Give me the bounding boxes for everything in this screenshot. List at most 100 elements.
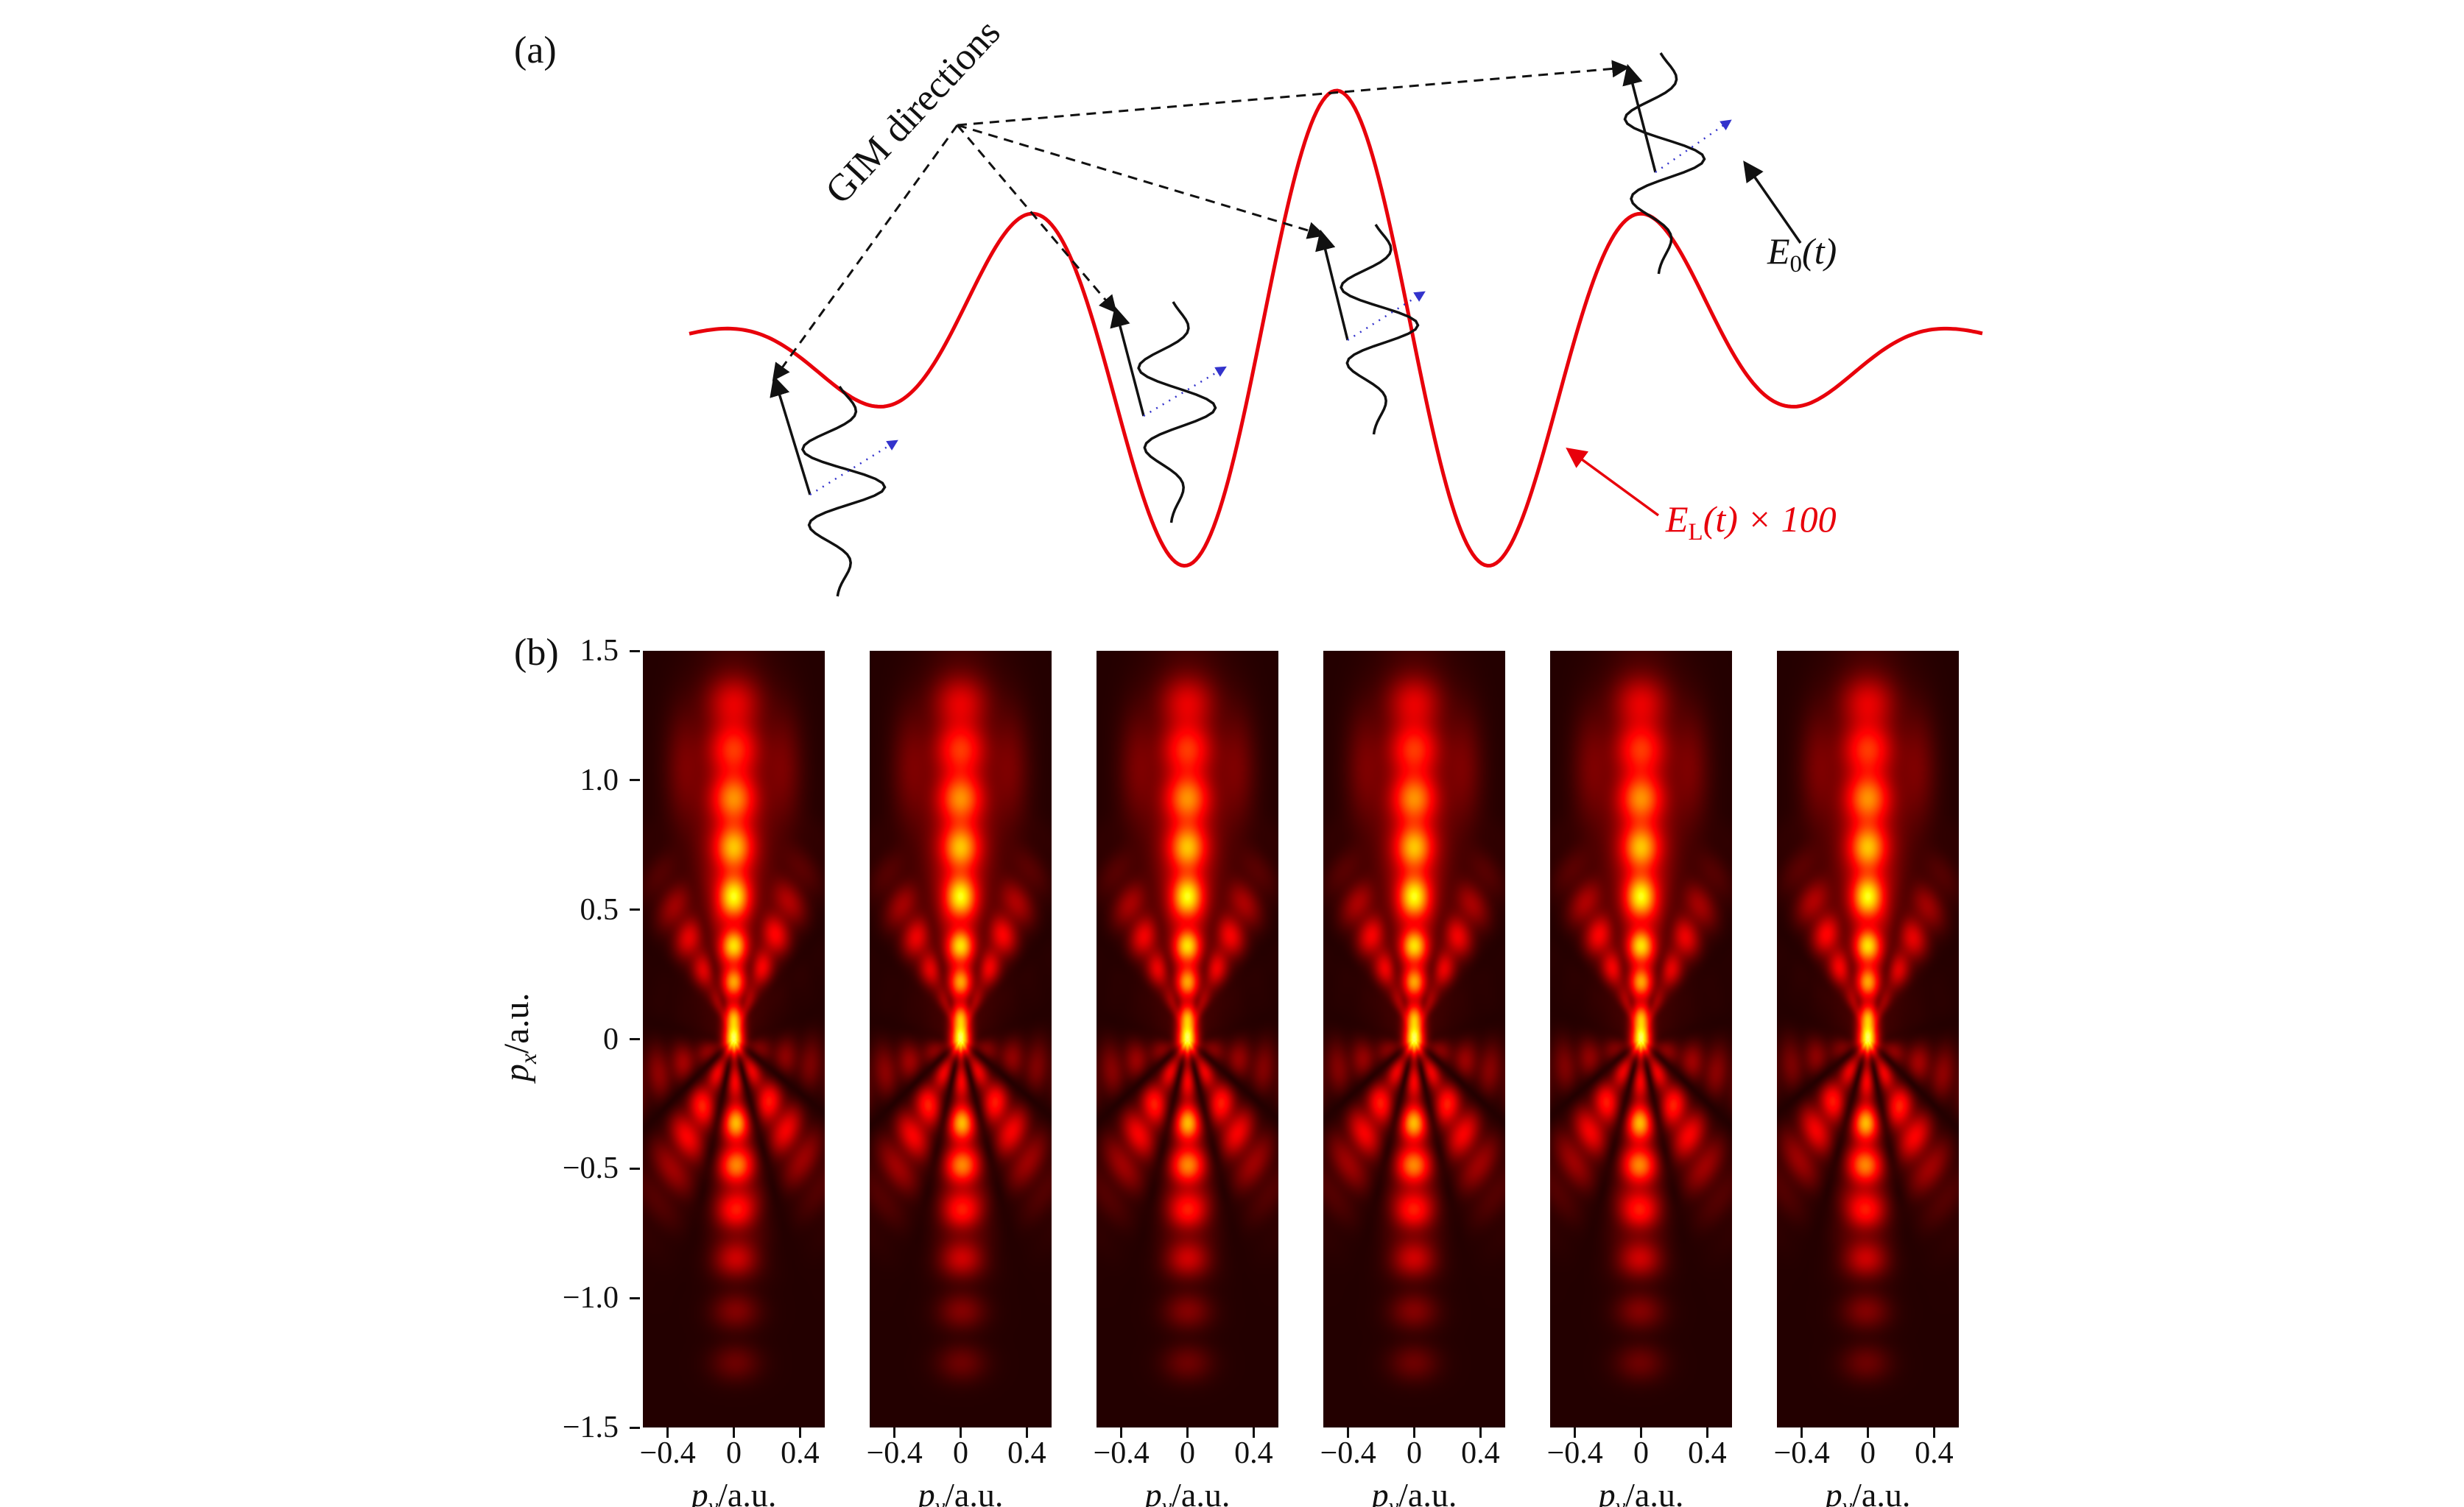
x-axis-label-symbol: p	[1144, 1476, 1162, 1507]
x-tick-mark	[1640, 1427, 1642, 1438]
polarization-dotted-line	[1143, 366, 1227, 417]
gim-pointer-arrow	[957, 60, 1630, 127]
gim-pointer-arrow	[956, 124, 1117, 314]
x-axis-label-symbol: p	[691, 1476, 708, 1507]
x-tick-label: 0	[953, 1436, 968, 1470]
y-tick-mark	[630, 1426, 640, 1429]
x-tick-mark	[1801, 1427, 1803, 1438]
x-axis-label-units: /a.u.	[718, 1476, 777, 1507]
x-tick-label: 0	[1180, 1436, 1195, 1470]
e0-label-symbol: E	[1767, 230, 1790, 272]
x-tick-mark	[1252, 1427, 1255, 1438]
x-tick-mark	[1574, 1427, 1577, 1438]
momentum-distribution-panel: −0.4 0 0.4 py/a.u.	[1547, 651, 1732, 1507]
y-axis-label-symbol: p	[497, 1064, 537, 1082]
x-axis-label: py/a.u.	[1097, 1475, 1278, 1507]
x-axis-label-subscript: y	[1388, 1494, 1399, 1507]
momentum-heatmap-canvas	[1323, 651, 1505, 1427]
x-axis-label-units: /a.u.	[1398, 1476, 1457, 1507]
x-tick-label: 0.4	[1007, 1436, 1046, 1470]
e0-wavepacket	[1340, 224, 1420, 435]
el-label-argument: (t) × 100	[1703, 498, 1837, 540]
e0-wavepacket	[1623, 52, 1706, 275]
x-axis-label-units: /a.u.	[945, 1476, 1004, 1507]
y-tick-mark	[630, 649, 640, 652]
x-tick-label: 0.4	[781, 1436, 820, 1470]
x-tick-mark	[666, 1427, 669, 1438]
polarization-dotted-line	[1655, 119, 1732, 174]
y-tick-mark	[630, 1296, 640, 1299]
x-tick-mark	[1706, 1427, 1708, 1438]
x-tick-label: 0.4	[1688, 1436, 1727, 1470]
gim-direction-arrow	[1110, 306, 1145, 417]
x-axis-label-units: /a.u.	[1172, 1476, 1231, 1507]
x-axis-label: py/a.u.	[1323, 1475, 1505, 1507]
e0-label-subscript: 0	[1789, 251, 1803, 278]
y-tick-label: −1.5	[562, 1411, 619, 1444]
y-tick-label: 0.5	[580, 892, 619, 927]
x-tick-mark	[1479, 1427, 1482, 1438]
momentum-heatmap-canvas	[1550, 651, 1732, 1427]
gim-direction-arrow	[770, 375, 812, 495]
momentum-distribution-panel: −0.4 0 0.4 py/a.u.	[1774, 651, 1959, 1507]
x-tick-mark	[1025, 1427, 1028, 1438]
y-tick-mark	[630, 908, 640, 911]
el-label-symbol: E	[1666, 498, 1689, 540]
y-tick-mark	[630, 1038, 640, 1040]
x-tick-label: 0.4	[1461, 1436, 1500, 1470]
x-tick-label: 0	[1407, 1436, 1422, 1470]
e0-label-argument: (t)	[1802, 230, 1837, 272]
momentum-distribution-panel: −0.4 0 0.4 py/a.u.	[867, 651, 1052, 1507]
x-axis-label: py/a.u.	[1550, 1475, 1732, 1507]
momentum-distribution-panel: −0.4 0 0.4 py/a.u.	[1320, 651, 1505, 1507]
e0-wavepacket	[800, 385, 887, 597]
x-axis-label-subscript: y	[708, 1494, 719, 1507]
x-tick-mark	[1413, 1427, 1415, 1438]
x-tick-mark	[1120, 1427, 1123, 1438]
panel-b-label: (b)	[514, 632, 559, 674]
x-axis-label-subscript: y	[1842, 1494, 1853, 1507]
x-tick-mark	[1347, 1427, 1350, 1438]
momentum-heatmap-canvas	[1777, 651, 1959, 1427]
gim-direction-arrow	[1315, 229, 1349, 341]
x-axis-label: py/a.u.	[1777, 1475, 1959, 1507]
el-annotation-arrow	[1566, 448, 1660, 517]
x-tick-label: −0.4	[1773, 1436, 1830, 1470]
x-tick-mark	[1867, 1427, 1869, 1438]
x-axis-label-subscript: y	[1161, 1494, 1172, 1507]
x-axis-label-symbol: p	[1825, 1476, 1842, 1507]
x-axis-label-symbol: p	[1598, 1476, 1616, 1507]
momentum-distribution-panel: −0.4 0 0.4 py/a.u.	[640, 651, 825, 1507]
x-tick-mark	[798, 1427, 801, 1438]
y-tick-label: −0.5	[562, 1151, 619, 1186]
x-tick-label: 0	[1633, 1436, 1649, 1470]
x-axis-label-subscript: y	[934, 1494, 946, 1507]
x-tick-label: 0	[1860, 1436, 1876, 1470]
x-tick-label: −0.4	[639, 1436, 696, 1470]
momentum-heatmap-canvas	[643, 651, 825, 1427]
polarization-dotted-line	[809, 440, 898, 496]
polarization-dotted-line	[1347, 291, 1426, 342]
y-tick-mark	[630, 779, 640, 782]
x-tick-label: −0.4	[866, 1436, 923, 1470]
x-tick-label: 0	[726, 1436, 742, 1470]
y-tick-label: 1.5	[580, 634, 619, 668]
x-tick-mark	[1186, 1427, 1189, 1438]
e0-field-label: E0(t)	[1767, 231, 1837, 278]
x-tick-label: 0.4	[1915, 1436, 1954, 1470]
el-label-subscript: L	[1688, 519, 1703, 546]
x-axis-label-subscript: y	[1615, 1494, 1626, 1507]
momentum-heatmap-canvas	[870, 651, 1052, 1427]
x-axis-label-symbol: p	[1371, 1476, 1389, 1507]
x-axis-label: py/a.u.	[643, 1475, 825, 1507]
y-tick-label: −1.0	[562, 1281, 619, 1316]
x-axis-label: py/a.u.	[870, 1475, 1052, 1507]
panel-a-label: (a)	[514, 29, 557, 71]
y-tick-label: 1.0	[580, 763, 619, 797]
x-tick-mark	[1932, 1427, 1935, 1438]
el-field-label: EL(t) × 100	[1666, 499, 1837, 546]
gim-pointer-arrow	[957, 124, 1326, 239]
y-tick-mark	[630, 1167, 640, 1170]
e0-wavepacket	[1137, 301, 1217, 523]
